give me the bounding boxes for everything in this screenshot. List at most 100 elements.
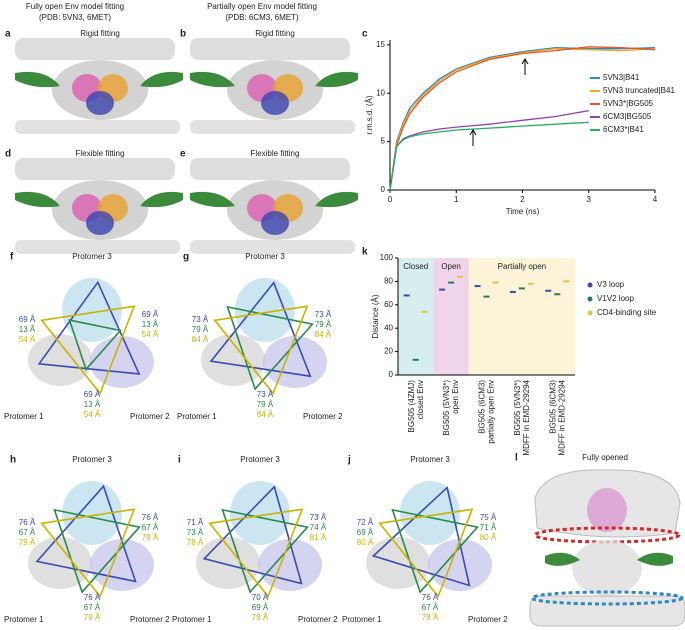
line-series: [389, 46, 656, 191]
distance-label: 81 Å: [310, 533, 327, 542]
distance-label: 80 Å: [480, 533, 497, 542]
distance-label: 75 Å: [480, 513, 497, 522]
distance-label: 84 Å: [315, 330, 332, 339]
y-tick-label: 0: [381, 185, 386, 194]
protomer-label: Protomer 3: [410, 455, 450, 464]
density-bottom: [529, 595, 685, 627]
distance-label: 80 Å: [357, 538, 374, 547]
protein: [86, 91, 114, 115]
protein: [400, 481, 460, 545]
protein: [196, 537, 260, 589]
y-tick-label: 5: [381, 137, 386, 146]
y-axis-label: r.m.s.d. (Å): [365, 95, 374, 134]
wing: [140, 191, 183, 208]
line-series: [389, 47, 656, 191]
legend-label: 5VN3*|BG505: [603, 99, 654, 108]
y-tick-label: 10: [376, 88, 385, 97]
legend-label: 6CM3*|B41: [603, 125, 644, 134]
x-tick-label: BG505 (6CM3): [478, 380, 487, 434]
distance-label: 13 Å: [142, 320, 159, 329]
panel-title: Flexible fitting: [76, 149, 125, 158]
protomer-label: Protomer 1: [4, 615, 44, 624]
protein: [261, 91, 289, 115]
distance-label: 67 Å: [422, 603, 439, 612]
distance-label: 69 Å: [142, 310, 159, 319]
x-tick-label: BG505 (5VN3*): [513, 380, 522, 436]
density-bottom: [15, 120, 180, 134]
distance-triangle: [68, 319, 122, 371]
legend-swatch: [587, 282, 593, 288]
protein: [62, 278, 122, 342]
y-tick-label: 20: [384, 347, 393, 356]
distance-label: 79 Å: [84, 613, 101, 622]
panel-letter: d: [5, 149, 11, 160]
distance-label: 73 Å: [315, 310, 332, 319]
protomer-label: Protomer 3: [72, 252, 112, 261]
panel-letter: h: [10, 455, 16, 466]
distance-triangle: [208, 508, 304, 598]
protomer-label: Protomer 3: [72, 455, 112, 464]
y-tick-label: 60: [384, 300, 393, 309]
distance-label: 71 Å: [480, 523, 497, 532]
x-tick-label: partially open Env: [487, 380, 496, 444]
protein: [90, 539, 154, 591]
x-tick-label: BG505 (6CM3): [548, 380, 557, 434]
wing: [545, 552, 580, 566]
panel-title: Flexible fitting: [251, 149, 300, 158]
distance-triangle: [40, 305, 136, 395]
distance-label: 69 Å: [252, 603, 269, 612]
panel-letter: i: [178, 455, 181, 466]
region-label: Partially open: [498, 262, 546, 271]
distance-triangle: [226, 305, 314, 391]
panel-letter: l: [515, 453, 518, 464]
distance-label: 54 Å: [19, 335, 36, 344]
x-tick-label: MDFF in EMD-29294: [557, 379, 566, 455]
distance-label: 84 Å: [257, 410, 274, 419]
x-tick-label: open Env: [451, 380, 460, 414]
distance-label: 67 Å: [142, 523, 159, 532]
distance-label: 73 Å: [257, 390, 274, 399]
line-series: [389, 109, 589, 191]
distance-triangle: [37, 280, 141, 375]
y-tick-label: 80: [384, 277, 393, 286]
arrow: [521, 58, 529, 75]
protomer-label: Protomer 1: [342, 615, 382, 624]
wing: [140, 71, 183, 88]
legend-label: 5VN3 truncated|B41: [603, 86, 675, 95]
x-tick-label: 4: [653, 195, 658, 204]
distance-label: 73 Å: [187, 528, 204, 537]
distance-label: 76 Å: [84, 593, 101, 602]
distance-label: 71 Å: [187, 518, 204, 527]
protomer-label: Protomer 2: [130, 412, 170, 421]
legend-swatch: [587, 310, 593, 316]
region: [468, 258, 575, 375]
distance-triangle: [40, 508, 136, 598]
density-bottom: [190, 120, 355, 134]
x-tick-label: 1: [454, 195, 459, 204]
panel-title: Rigid fitting: [255, 29, 295, 38]
distance-label: 73 Å: [310, 513, 327, 522]
wing: [190, 71, 235, 88]
distance-label: 54 Å: [84, 410, 101, 419]
arrow: [469, 129, 477, 146]
distance-label: 76 Å: [142, 513, 159, 522]
distance-label: 13 Å: [84, 400, 101, 409]
x-tick-label: BG505 (5VN3*): [442, 380, 451, 436]
legend-label: 5VN3|B41: [603, 73, 640, 82]
wing: [15, 71, 60, 88]
protein: [201, 334, 265, 386]
y-tick-label: 0: [389, 370, 394, 379]
y-tick-label: 40: [384, 323, 393, 332]
distance-label: 79 Å: [192, 325, 209, 334]
legend-label: V3 loop: [597, 280, 625, 289]
distance-label: 67 Å: [84, 603, 101, 612]
panel-letter: g: [183, 252, 189, 263]
distance-label: 84 Å: [192, 335, 209, 344]
protomer-label: Protomer 3: [240, 455, 280, 464]
density-bottom: [15, 240, 180, 254]
wing: [637, 552, 673, 566]
x-axis-label: Time (ns): [506, 207, 540, 216]
protomer-label: Protomer 3: [245, 252, 285, 261]
panel-letter: c: [362, 29, 368, 40]
